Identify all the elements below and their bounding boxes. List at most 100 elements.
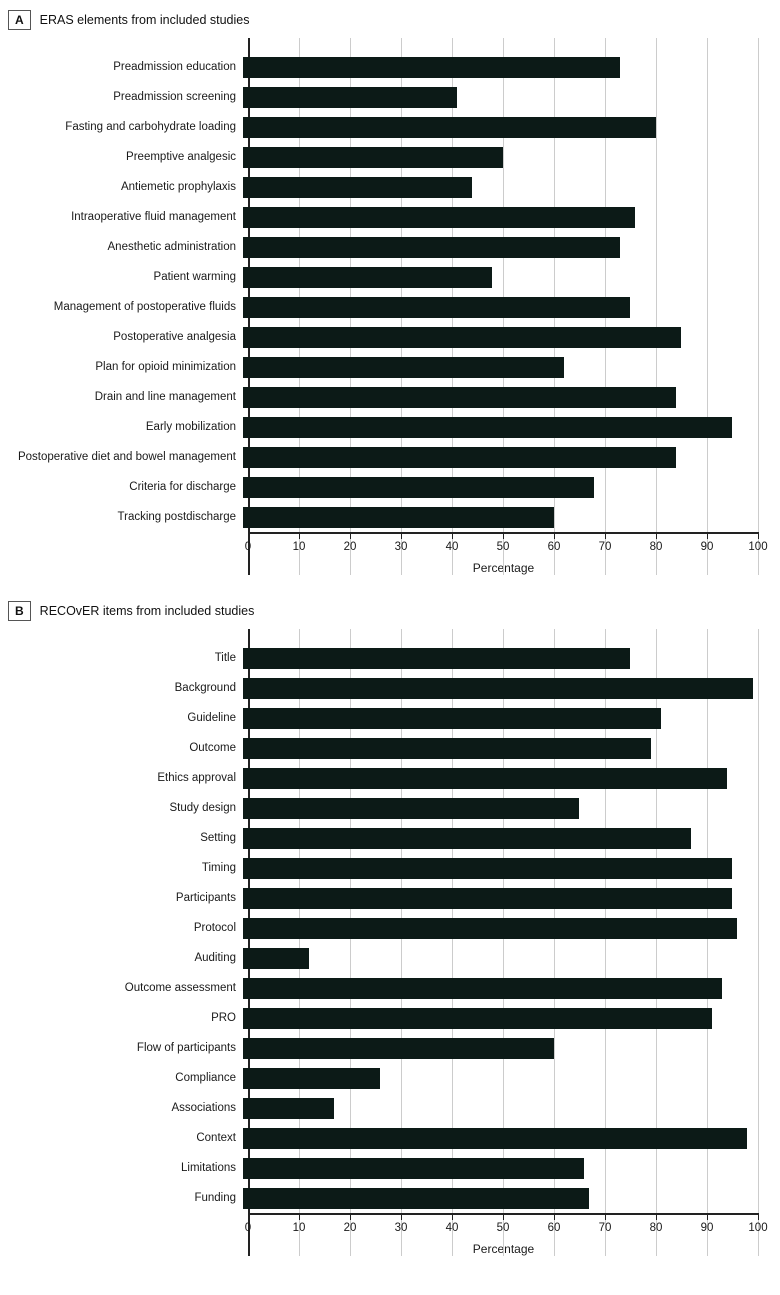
category-label: Early mobilization [145,421,236,433]
bar [242,1187,590,1209]
panel-b-header: B RECOvER items from included studies [8,601,780,621]
bar-track [242,947,752,969]
tick-label: 20 [343,541,357,553]
bar-row: Management of postoperative fluids [8,292,780,322]
bar-track [242,857,752,879]
axis-tick [452,1214,453,1220]
category-label: Tracking postdischarge [117,511,236,523]
category-label: Ethics approval [157,772,236,784]
bar-track [242,266,752,288]
axis-tick [503,1214,504,1220]
bar [242,857,733,879]
category-label: Intraoperative fluid management [71,211,236,223]
bar [242,1037,554,1059]
bar-track [242,1097,752,1119]
bar [242,737,651,759]
bar-track [242,797,752,819]
bar-track [242,236,752,258]
bar [242,266,493,288]
bar [242,1127,748,1149]
gridline [350,629,351,1256]
axis-tick [707,533,708,539]
bar [242,827,692,849]
category-label: Background [174,682,236,694]
category-label: Participants [175,892,236,904]
bar-row: Outcome assessment [8,973,780,1003]
tick-label: 50 [496,1222,510,1234]
tick-label: 0 [244,541,252,553]
tick-label: 0 [244,1222,252,1234]
bar [242,506,554,528]
category-label: Patient warming [153,271,236,283]
bar-row: Study design [8,793,780,823]
bar-row: Plan for opioid minimization [8,352,780,382]
axis-tick [452,533,453,539]
category-label: Preemptive analgesic [126,151,236,163]
bar [242,236,620,258]
axis-tick [401,533,402,539]
bar-row: Setting [8,823,780,853]
x-axis: 0 10 20 30 40 50 60 70 80 90 100 [244,532,768,558]
bar-row: Criteria for discharge [8,472,780,502]
bar-row: Title [8,643,780,673]
bar-track [242,206,752,228]
bar-track [242,476,752,498]
panel-b: B RECOvER items from included studies Ti… [8,601,780,1256]
category-label: Auditing [194,952,236,964]
axis-tick [758,1214,759,1220]
bar-row: Associations [8,1093,780,1123]
bar-row: Drain and line management [8,382,780,412]
axis-tick [554,1214,555,1220]
bar-row: Ethics approval [8,763,780,793]
axis-tick [350,1214,351,1220]
gridline [401,629,402,1256]
category-label: Postoperative analgesia [113,331,236,343]
bar-row: Intraoperative fluid management [8,202,780,232]
bar-row: Guideline [8,703,780,733]
bar-chart-eras: Preadmission education Preadmission scree… [8,38,780,575]
bar-chart-recover: Title Background Guideline Outcome Ethics ap… [8,629,780,1256]
bar [242,917,738,939]
bar [242,887,733,909]
axis-tick [350,533,351,539]
bar [242,116,656,138]
gridline [758,38,759,575]
category-label: Drain and line management [94,391,236,403]
category-label: Outcome [189,742,236,754]
tick-label: 30 [394,1222,408,1234]
bar-row: Postoperative analgesia [8,322,780,352]
bar-rows: Preadmission education Preadmission scree… [8,38,780,532]
bar-track [242,737,752,759]
bar [242,476,595,498]
bar [242,416,733,438]
category-label: Preadmission education [113,61,236,73]
x-axis-line [248,532,759,534]
bar-track [242,917,752,939]
category-label: Context [196,1132,236,1144]
bar-row: Fasting and carbohydrate loading [8,112,780,142]
bar [242,647,631,669]
category-label: Plan for opioid minimization [95,361,236,373]
bar-row: Timing [8,853,780,883]
bar [242,356,564,378]
tick-label: 60 [547,541,561,553]
tick-label: 90 [700,1222,714,1234]
axis-tick [554,533,555,539]
bar-row: Limitations [8,1153,780,1183]
gridline [503,629,504,1256]
bar [242,386,676,408]
gridline [554,629,555,1256]
gridline [656,38,657,575]
bar-row: Auditing [8,943,780,973]
tick-label: 10 [292,1222,306,1234]
category-label: Setting [200,832,236,844]
gridline [707,38,708,575]
gridline [758,629,759,1256]
panel-letter-box: B [8,601,31,621]
bar-rows: Title Background Guideline Outcome Ethics ap… [8,629,780,1213]
gridline [452,629,453,1256]
gridline [605,629,606,1256]
bar-row: Postoperative diet and bowel management [8,442,780,472]
bar [242,326,682,348]
axis-tick [605,1214,606,1220]
